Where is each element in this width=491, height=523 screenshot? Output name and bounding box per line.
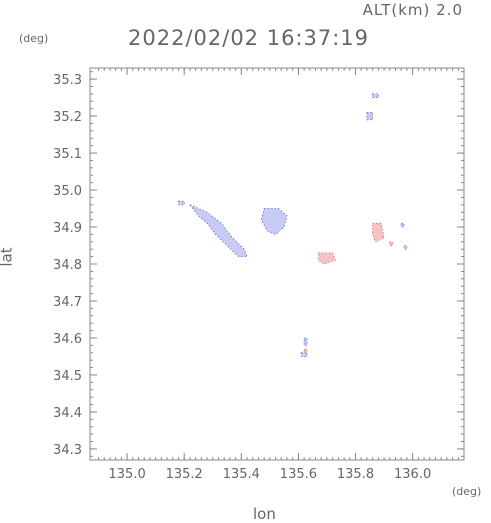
x-tick-label: 135.0 xyxy=(109,467,146,482)
timestamp-title: 2022/02/02 16:37:19 xyxy=(128,26,370,50)
y-tick-label: 35.0 xyxy=(53,184,82,199)
y-tick-label: 35.1 xyxy=(53,147,82,162)
blue-speck-1 xyxy=(366,112,374,121)
echo-regions xyxy=(178,93,408,357)
x-tick-label: 135.6 xyxy=(280,467,317,482)
y-tick-label: 35.3 xyxy=(53,73,82,88)
y-tick-label: 34.9 xyxy=(53,221,82,236)
y-tick-label: 34.8 xyxy=(53,258,82,273)
red-patch-center xyxy=(317,252,337,265)
x-tick-label: 135.2 xyxy=(166,467,203,482)
x-tick-label: 135.4 xyxy=(223,467,260,482)
x-tick-label: 136.0 xyxy=(394,467,431,482)
blue-speck-west xyxy=(178,200,185,206)
blue-speck-3 xyxy=(300,352,308,357)
x-unit-label: (deg) xyxy=(452,485,482,498)
x-tick-label: 135.8 xyxy=(337,467,374,482)
y-tick-label: 34.5 xyxy=(53,369,82,384)
blue-speck-5 xyxy=(400,222,405,228)
y-tick-label: 34.4 xyxy=(53,406,82,421)
main-blue-band xyxy=(189,204,248,258)
x-axis-label: lon xyxy=(253,505,276,523)
red-speck-1 xyxy=(403,245,408,250)
y-tick-label: 35.2 xyxy=(53,110,82,125)
y-tick-label: 34.3 xyxy=(53,443,82,458)
red-speck-2 xyxy=(389,241,394,246)
axis-ticks: 135.0 135.2 135.4 135.6 135.8 136.0 34.3 34.4 34… xyxy=(53,68,465,482)
y-tick-label: 34.6 xyxy=(53,332,82,347)
plot-frame xyxy=(89,67,465,461)
y-tick-label: 34.7 xyxy=(53,295,82,310)
blue-speck-2 xyxy=(372,93,379,98)
blue-patch-north xyxy=(260,208,288,235)
altitude-label: ALT(km) 2.0 xyxy=(362,1,463,19)
blue-speck-4 xyxy=(303,337,308,346)
red-patch-east xyxy=(372,222,385,243)
red-speck-3 xyxy=(303,348,308,354)
y-unit-label: (deg) xyxy=(19,32,49,45)
